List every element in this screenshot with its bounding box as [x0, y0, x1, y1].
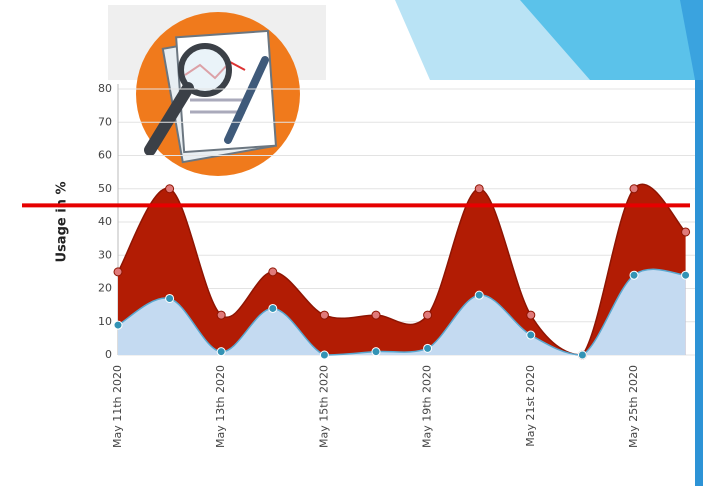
point	[269, 268, 277, 276]
chart: Usage in % 0 10 20 30 40 50 60 70 80 May 11th 202…	[0, 0, 703, 486]
x-tick-label: May 25th 2020	[627, 365, 640, 448]
point	[424, 344, 432, 352]
point	[578, 351, 586, 359]
y-tick-label: 40	[98, 215, 112, 228]
point	[682, 228, 690, 236]
point	[372, 348, 380, 356]
point	[527, 311, 535, 319]
x-tick-label: May 19th 2020	[421, 365, 434, 448]
y-tick-label: 20	[98, 282, 112, 295]
x-tick-label: May 21st 2020	[524, 365, 537, 447]
x-tick-label: May 13th 2020	[214, 365, 227, 448]
y-tick-label: 30	[98, 248, 112, 261]
y-tick-label: 80	[98, 82, 112, 95]
y-tick-label: 50	[98, 182, 112, 195]
point	[166, 294, 174, 302]
x-tick-label: May 15th 2020	[317, 365, 330, 448]
point	[424, 311, 432, 319]
point	[166, 185, 174, 193]
y-tick-label: 60	[98, 149, 112, 162]
point	[114, 268, 122, 276]
point	[630, 185, 638, 193]
point	[475, 185, 483, 193]
y-tick-label: 0	[105, 348, 112, 361]
icon	[136, 12, 300, 176]
point	[372, 311, 380, 319]
y-tick-label: 10	[98, 315, 112, 328]
y-tick-label: 70	[98, 115, 112, 128]
point	[320, 351, 328, 359]
point	[527, 331, 535, 339]
x-tick-label: May 11th 2020	[111, 365, 124, 448]
point	[475, 291, 483, 299]
point	[320, 311, 328, 319]
point	[682, 271, 690, 279]
y-axis-label: Usage in %	[55, 182, 70, 263]
point	[217, 311, 225, 319]
point	[630, 271, 638, 279]
decor	[695, 80, 703, 486]
point	[217, 348, 225, 356]
point	[269, 304, 277, 312]
point	[114, 321, 122, 329]
